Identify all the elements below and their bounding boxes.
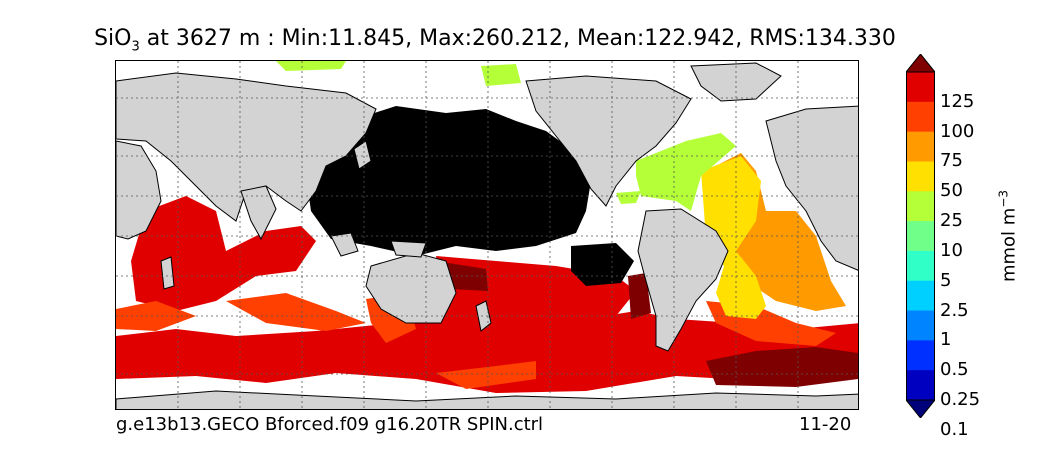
field-southern-red [116,273,858,393]
map-canvas [116,61,858,409]
land-madagascar [160,256,175,290]
land-antarctica [116,390,858,409]
unit-main: mmol m [998,207,1020,283]
colorbar-tick-label: 125 [940,90,975,112]
colorbar-tick-label: 1 [940,329,952,351]
colorbar-tick-label: 100 [940,120,975,142]
colorbar-segment [906,191,935,222]
field-atlantic-lime [636,133,736,211]
land-asia [116,72,377,222]
colorbar-tick-label: 5 [940,269,952,291]
colorbar-tick-label: 25 [940,210,963,232]
colorbar-segment [906,131,935,162]
case-name-label: g.e13b13.GECO Bforced.f09 g16.20TR SPIN.… [116,414,544,435]
colorbar [906,54,935,418]
land-borneo [330,232,359,257]
colorbar-segment [906,280,935,312]
land-masses [116,62,858,409]
colorbar-extend-max [906,54,935,73]
colorbar-tick-label: 0.5 [940,359,969,381]
land-newguinea [390,240,427,258]
land-india [240,185,277,241]
colorbar-segment [906,72,935,103]
title-subscript: 3 [131,39,140,55]
colorbar-tick-label: 10 [940,239,963,261]
field-orange-2 [226,293,366,331]
colorbar-tick-label: 0.1 [940,418,969,440]
graticule-lines [116,61,858,409]
colorbar-segment [906,250,935,282]
colorbar-segment [906,310,935,341]
colorbar-tick-label: 50 [940,180,963,202]
colorbar-segment [906,340,935,371]
colorbar-segment [906,161,935,192]
colorbar-unit-label: mmol m−3 [997,190,1020,282]
land-africa-east [116,140,162,240]
colorbar-extend-min [906,399,935,418]
land-australia [365,252,457,324]
field-lime-arctic-2 [481,64,521,86]
field-pacific-black [306,106,591,256]
field-indian-red [131,196,316,311]
colorbar-tick-label: 2.5 [940,299,969,321]
years-label: 11-20 [799,414,852,435]
colorbar-tick-label: 0.25 [940,389,981,410]
field-black-southeast [571,243,634,286]
title-variable: SiO [94,26,132,51]
field-darkred-3 [706,347,858,387]
field-orange-4 [436,361,536,389]
unit-exponent: −3 [996,189,1011,208]
land-japan [353,140,372,170]
colorbar-frame [906,71,935,401]
colorbar-segments [906,54,935,418]
title-stats: at 3627 m : Min:11.845, Max:260.212, Mea… [139,26,896,51]
colorbar-tick-label: 75 [940,150,963,172]
colorbar-segment [906,221,935,252]
land-newzealand [475,300,492,332]
colorbar-segment [906,370,935,401]
field-darkred-2 [628,273,651,319]
map-panel [115,60,859,410]
land-europe-africa [765,105,858,271]
field-lime-caribbean [616,191,641,204]
colorbar-segment [906,101,935,133]
land-north-america [525,75,692,207]
plot-title: SiO3 at 3627 m : Min:11.845, Max:260.212… [0,26,990,54]
field-atlantic-yellow [701,156,766,319]
field-lime-arctic-1 [276,61,346,71]
land-south-america [637,208,729,352]
